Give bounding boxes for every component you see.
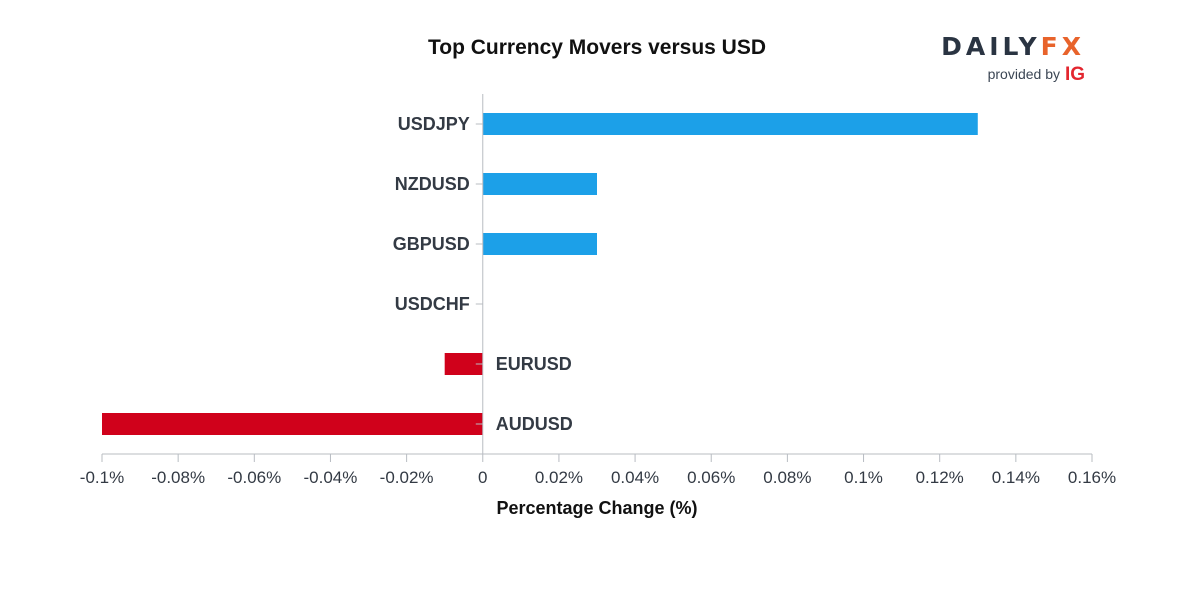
x-tick-label: 0.06%: [687, 468, 735, 487]
ig-logo-text: IG: [1065, 64, 1085, 85]
axis-layer: [101, 94, 1093, 462]
x-tick-label: -0.1%: [80, 468, 124, 487]
x-tick-label: 0.04%: [611, 468, 659, 487]
labels-layer: USDJPY NZDUSD GBPUSD USDCHF EURUSD AUDUSD -0.1…: [80, 114, 1116, 487]
category-label-audusd: AUDUSD: [496, 414, 573, 434]
bar-usdjpy: [482, 113, 978, 135]
chart-title: Top Currency Movers versus USD: [428, 36, 766, 59]
logo-wordmark: DAILYFX: [941, 32, 1085, 61]
category-label-gbpusd: GBPUSD: [393, 234, 470, 254]
x-tick-label: -0.02%: [380, 468, 434, 487]
logo-fx-text: FX: [1041, 32, 1085, 61]
bar-audusd: [102, 413, 483, 435]
provided-by-text: provided by: [988, 66, 1060, 82]
bar-eurusd: [444, 353, 483, 375]
x-tick-label: 0.1%: [844, 468, 883, 487]
category-label-usdjpy: USDJPY: [398, 114, 470, 134]
bar-nzdusd: [482, 173, 597, 195]
category-label-eurusd: EURUSD: [496, 354, 572, 374]
x-tick-label: -0.08%: [151, 468, 205, 487]
x-tick-label: -0.06%: [227, 468, 281, 487]
category-label-usdchf: USDCHF: [395, 294, 470, 314]
x-tick-label: -0.04%: [304, 468, 358, 487]
x-tick-label: 0.08%: [763, 468, 811, 487]
category-label-nzdusd: NZDUSD: [395, 174, 470, 194]
logo-daily-text: DAILY: [941, 32, 1041, 61]
x-tick-label: 0: [478, 468, 487, 487]
x-tick-label: 0.12%: [916, 468, 964, 487]
x-tick-label: 0.02%: [535, 468, 583, 487]
dailyfx-logo: DAILYFX provided by IG: [941, 32, 1085, 85]
x-tick-label: 0.16%: [1068, 468, 1116, 487]
x-axis-title: Percentage Change (%): [496, 498, 697, 518]
bar-gbpusd: [482, 233, 597, 255]
bars-layer: [102, 113, 978, 435]
x-tick-label: 0.14%: [992, 468, 1040, 487]
